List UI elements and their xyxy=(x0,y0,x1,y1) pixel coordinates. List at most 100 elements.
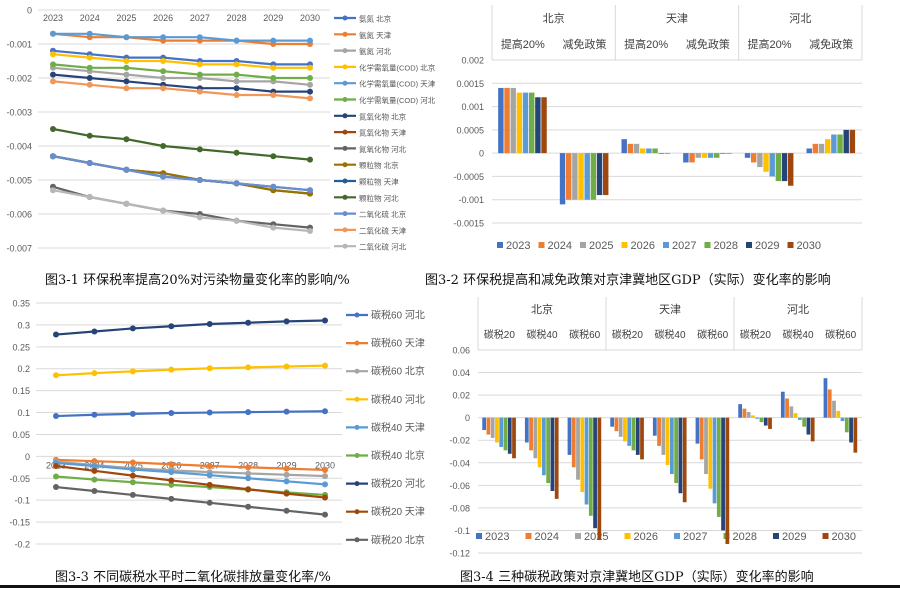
fig3-2-bar xyxy=(640,148,646,154)
fig3-2-bar xyxy=(788,153,794,186)
fig3-3-data-point xyxy=(91,463,98,470)
fig3-4-bar xyxy=(524,417,529,443)
fig3-4-legend-label: 2023 xyxy=(485,531,509,543)
fig3-3-data-point xyxy=(91,411,98,418)
fig3-2-group-label: 天津 xyxy=(666,12,688,25)
fig3-4-legend-label: 2027 xyxy=(683,531,707,543)
fig3-1-data-point xyxy=(86,30,93,37)
fig3-4-legend-swatch xyxy=(624,533,631,539)
fig3-1-data-point xyxy=(50,71,56,78)
fig3-4-bar xyxy=(610,417,615,427)
fig3-1-data-point xyxy=(307,88,313,95)
fig3-2-bar xyxy=(689,153,695,163)
fig3-4-legend-swatch xyxy=(822,533,829,539)
fig3-1-legend-marker xyxy=(342,211,348,217)
fig3-4-bar xyxy=(716,417,721,517)
fig3-2-bar xyxy=(751,153,757,163)
fig3-4-bar xyxy=(571,417,576,468)
fig3-4-bar xyxy=(768,417,772,429)
fig3-3-data-point xyxy=(322,481,328,488)
fig3-1-legend-marker xyxy=(342,227,348,233)
fig3-2-bar xyxy=(529,92,535,154)
fig3-4-bar xyxy=(567,417,572,455)
fig3-1-data-point xyxy=(86,194,93,200)
fig3-4-group-label: 北京 xyxy=(531,302,553,316)
fig3-3-data-point xyxy=(322,511,328,518)
fig3-4-bar xyxy=(674,417,679,484)
fig3-1-legend-label: 颗粒物 河北 xyxy=(359,193,399,203)
fig3-1-data-point xyxy=(307,187,313,194)
fig3-4-bar xyxy=(832,400,836,418)
fig3-2-bar xyxy=(714,153,720,158)
fig3-2-category-label: 提高20% xyxy=(501,37,545,51)
fig3-4-bar xyxy=(618,417,623,437)
fig3-1-data-point xyxy=(50,153,56,160)
fig3-1-data-point xyxy=(50,51,56,58)
fig3-2-legend-label: 2025 xyxy=(589,240,613,252)
fig3-3-data-point xyxy=(129,479,136,486)
fig3-4-legend-label: 2030 xyxy=(832,531,856,543)
fig3-1-data-point xyxy=(123,71,130,78)
fig3-1-data-point xyxy=(307,64,313,71)
fig3-4-bar xyxy=(704,417,708,475)
fig3-2-bar xyxy=(504,87,510,154)
fig3-4-category-label: 碳税40 xyxy=(526,328,558,341)
fig3-1-data-point xyxy=(86,132,93,139)
fig3-1-series-line xyxy=(52,155,311,192)
fig3-4-bar xyxy=(742,408,747,418)
fig3-1-data-point xyxy=(270,153,277,160)
fig3-1-ytick-label: -0.002 xyxy=(6,74,32,84)
fig3-3-data-point xyxy=(53,331,59,338)
fig3-2-bar xyxy=(541,97,547,154)
fig3-1-ytick-label: -0.007 xyxy=(6,244,32,254)
fig3-1-data-point xyxy=(160,58,167,64)
fig3-1-legend-label: 二氧化硫 天津 xyxy=(359,225,407,235)
fig3-3-ytick-label: 0.05 xyxy=(12,430,30,440)
fig3-4-bar xyxy=(780,391,785,418)
fig3-3-legend-label: 碳税20 北京 xyxy=(371,533,425,546)
fig3-2-bar xyxy=(559,153,566,205)
fig3-2-bar xyxy=(510,87,516,154)
fig3-1-series-line xyxy=(52,32,310,46)
fig3-1-data-point xyxy=(123,85,130,92)
fig3-4-category-label: 碳税40 xyxy=(654,328,686,341)
fig3-3-legend-label: 碳税40 河北 xyxy=(371,393,425,406)
fig3-1-data-point xyxy=(50,61,56,68)
fig3-4-bar xyxy=(751,415,755,418)
fig3-1-legend-marker xyxy=(342,31,348,37)
caption-fig3-1: 图3-1 环保税率提高20%对污染物量变化率的影响/% xyxy=(45,273,350,288)
fig3-1-legend-label: 氮氧化物 河北 xyxy=(359,144,407,154)
fig3-1-legend-marker xyxy=(342,113,348,119)
fig3-4-bar xyxy=(482,417,487,431)
fig3-2-bar xyxy=(757,153,763,168)
fig3-4-group-label: 天津 xyxy=(659,303,681,316)
fig3-4-legend-swatch xyxy=(476,533,482,539)
fig3-2-legend-label: 2023 xyxy=(506,240,530,252)
fig3-1-data-point xyxy=(270,92,277,98)
fig3-4-category-label: 碳税60 xyxy=(569,328,601,341)
fig3-4-bar xyxy=(537,417,542,468)
fig3-4-legend-label: 2028 xyxy=(733,531,757,543)
fig3-1-data-point xyxy=(233,217,240,224)
fig3-2-legend-swatch xyxy=(580,242,586,248)
fig3-2-ytick-label: -0.0005 xyxy=(453,172,484,182)
fig3-4-bar xyxy=(682,417,687,503)
fig3-1-data-point xyxy=(270,64,277,71)
fig3-4-ytick-label: -0.04 xyxy=(449,458,470,468)
fig3-1-series-line xyxy=(52,63,310,80)
fig3-1-xtick-label: 2023 xyxy=(43,13,63,23)
bottom-rule xyxy=(0,585,900,588)
fig3-1-legend-label: 氨氮 天津 xyxy=(359,30,392,40)
fig3-1-legend-label: 氨氮 北京 xyxy=(359,14,392,24)
fig3-2-bar xyxy=(763,153,769,172)
fig3-3-data-point xyxy=(245,486,252,493)
fig3-4-bar xyxy=(576,417,580,480)
fig3-4-legend-label: 2025 xyxy=(584,531,608,543)
fig3-1-data-point xyxy=(307,81,313,88)
fig3-1-data-point xyxy=(123,200,130,207)
fig3-3-ytick-label: -0.1 xyxy=(14,496,30,506)
fig3-1-ytick-label: 0 xyxy=(27,6,32,16)
fig3-2-ytick-label: 0.001 xyxy=(461,102,484,112)
fig3-1-series-line xyxy=(52,66,311,86)
